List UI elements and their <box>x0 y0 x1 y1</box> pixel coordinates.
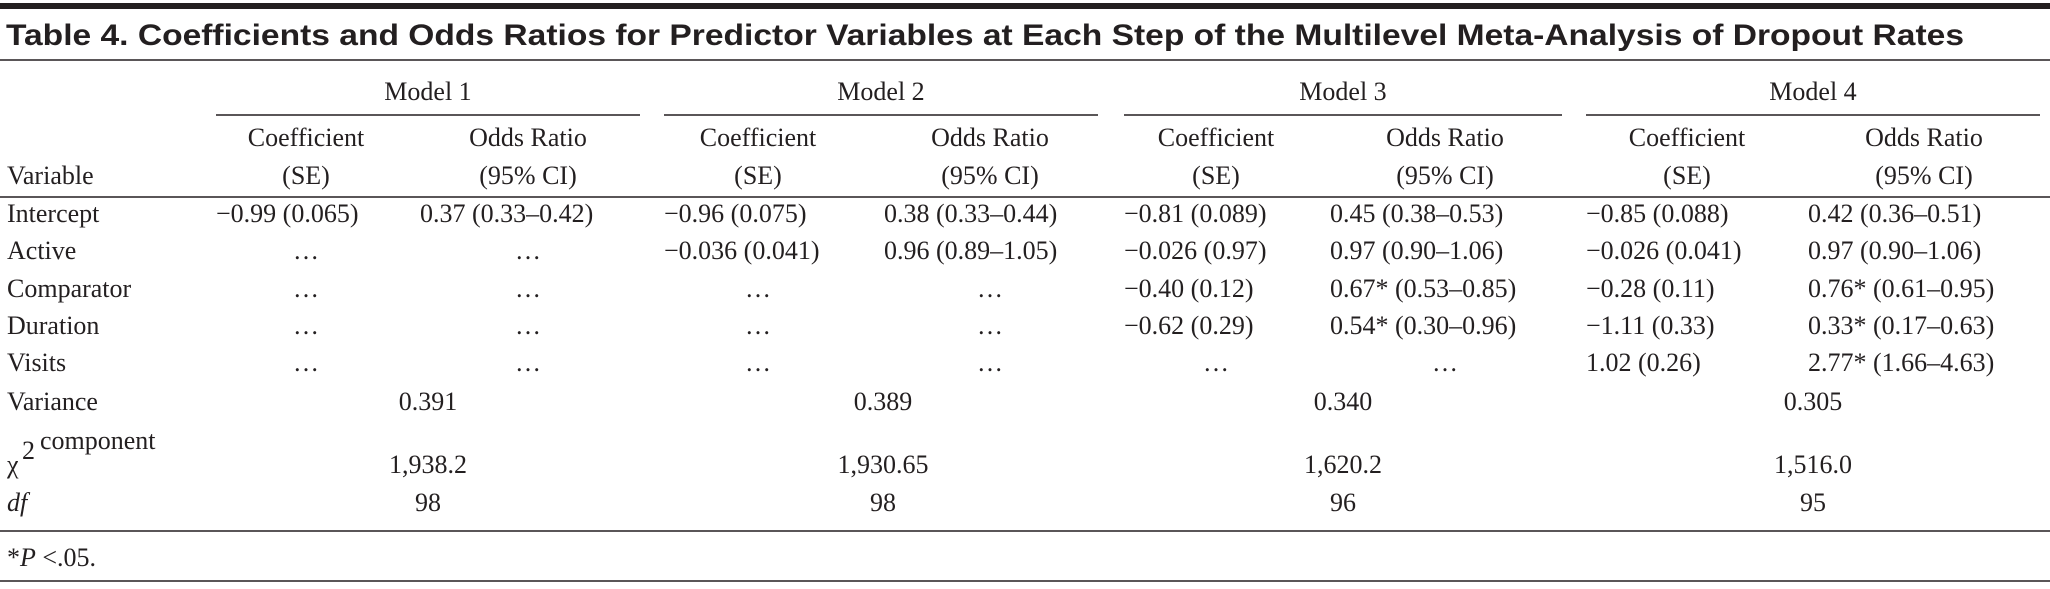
column-header: Coefficient <box>700 123 817 152</box>
model-header: Model 1 <box>384 77 471 106</box>
summary-value: 0.340 <box>1314 387 1373 416</box>
column-header: (95% CI) <box>1396 161 1493 190</box>
column-header: Coefficient <box>1629 123 1746 152</box>
table-title: Table 4. Coefficients and Odds Ratios fo… <box>6 19 1964 52</box>
column-header: (SE) <box>282 161 330 190</box>
cell: … <box>293 311 319 340</box>
top-rule <box>0 3 2050 9</box>
cell: −1.11 (0.33) <box>1586 311 1715 340</box>
column-header: Odds Ratio <box>931 123 1049 152</box>
row-label-symbol: χ <box>6 450 19 479</box>
cell: … <box>977 348 1003 377</box>
cell: … <box>977 274 1003 303</box>
cell: … <box>745 274 771 303</box>
column-header: Coefficient <box>1158 123 1275 152</box>
footnote-part: P <box>19 543 36 572</box>
cell: … <box>293 274 319 303</box>
footnote-part: <.05. <box>36 543 96 572</box>
summary-value: 1,620.2 <box>1304 450 1382 479</box>
column-header: (95% CI) <box>941 161 1038 190</box>
cell: 0.97 (0.90–1.06) <box>1330 236 1503 265</box>
summary-value: 96 <box>1330 488 1356 517</box>
model-header: Model 2 <box>837 77 924 106</box>
cell: 0.67* (0.53–0.85) <box>1330 274 1516 303</box>
cell: 1.02 (0.26) <box>1586 348 1701 377</box>
row-label-superscript: 2 <box>22 436 35 465</box>
cell: … <box>293 348 319 377</box>
summary-value: 1,938.2 <box>389 450 467 479</box>
summary-value: 0.389 <box>854 387 913 416</box>
cell: −0.62 (0.29) <box>1124 311 1253 340</box>
row-label: Visits <box>7 348 66 377</box>
cell: 0.54* (0.30–0.96) <box>1330 311 1516 340</box>
cell: … <box>515 348 541 377</box>
column-header: (SE) <box>1663 161 1711 190</box>
cell: −0.28 (0.11) <box>1586 274 1715 303</box>
cell: 0.97 (0.90–1.06) <box>1808 236 1981 265</box>
cell: … <box>1203 348 1229 377</box>
summary-value: 0.391 <box>399 387 458 416</box>
model-header: Model 3 <box>1299 77 1386 106</box>
summary-value: 98 <box>870 488 896 517</box>
column-header: Odds Ratio <box>1386 123 1504 152</box>
row-label: df <box>7 488 31 517</box>
cell: … <box>1432 348 1458 377</box>
column-header: Odds Ratio <box>1865 123 1983 152</box>
cell: … <box>745 348 771 377</box>
cell: … <box>293 236 319 265</box>
cell: … <box>515 236 541 265</box>
footnote: *P <.05. <box>7 543 96 572</box>
cell: −0.026 (0.041) <box>1586 236 1741 265</box>
cell: 0.38 (0.33–0.44) <box>884 199 1057 228</box>
cell: … <box>745 311 771 340</box>
cell: 0.33* (0.17–0.63) <box>1808 311 1994 340</box>
model-header: Model 4 <box>1769 77 1856 106</box>
cell: −0.81 (0.089) <box>1124 199 1266 228</box>
cell: 0.42 (0.36–0.51) <box>1808 199 1981 228</box>
cell: −0.85 (0.088) <box>1586 199 1728 228</box>
summary-value: 98 <box>415 488 441 517</box>
row-label: Active <box>7 236 76 265</box>
cell: 0.96 (0.89–1.05) <box>884 236 1057 265</box>
cell: … <box>515 274 541 303</box>
cell: … <box>977 311 1003 340</box>
column-header: Coefficient <box>248 123 365 152</box>
footnote-part: * <box>7 543 20 572</box>
cell: −0.96 (0.075) <box>664 199 806 228</box>
summary-value: 1,930.65 <box>838 450 929 479</box>
column-header: (95% CI) <box>1875 161 1972 190</box>
cell: 0.45 (0.38–0.53) <box>1330 199 1503 228</box>
cell: 0.76* (0.61–0.95) <box>1808 274 1994 303</box>
cell: 2.77* (1.66–4.63) <box>1808 348 1994 377</box>
column-header: (SE) <box>1192 161 1240 190</box>
column-header: (SE) <box>734 161 782 190</box>
variable-header: Variable <box>7 161 94 190</box>
cell: … <box>515 311 541 340</box>
cell: −0.036 (0.041) <box>664 236 819 265</box>
summary-value: 95 <box>1800 488 1826 517</box>
summary-value: 0.305 <box>1784 387 1843 416</box>
cell: 0.37 (0.33–0.42) <box>420 199 593 228</box>
row-label-text: component <box>40 426 156 455</box>
cell: −0.99 (0.065) <box>216 199 358 228</box>
summary-value: 1,516.0 <box>1774 450 1852 479</box>
row-label: Variance <box>7 387 98 416</box>
row-label: Comparator <box>7 274 132 303</box>
cell: −0.026 (0.97) <box>1124 236 1266 265</box>
row-label: Duration <box>7 311 99 340</box>
column-header: (95% CI) <box>479 161 576 190</box>
row-label: Intercept <box>7 199 100 228</box>
column-header: Odds Ratio <box>469 123 587 152</box>
cell: −0.40 (0.12) <box>1124 274 1253 303</box>
